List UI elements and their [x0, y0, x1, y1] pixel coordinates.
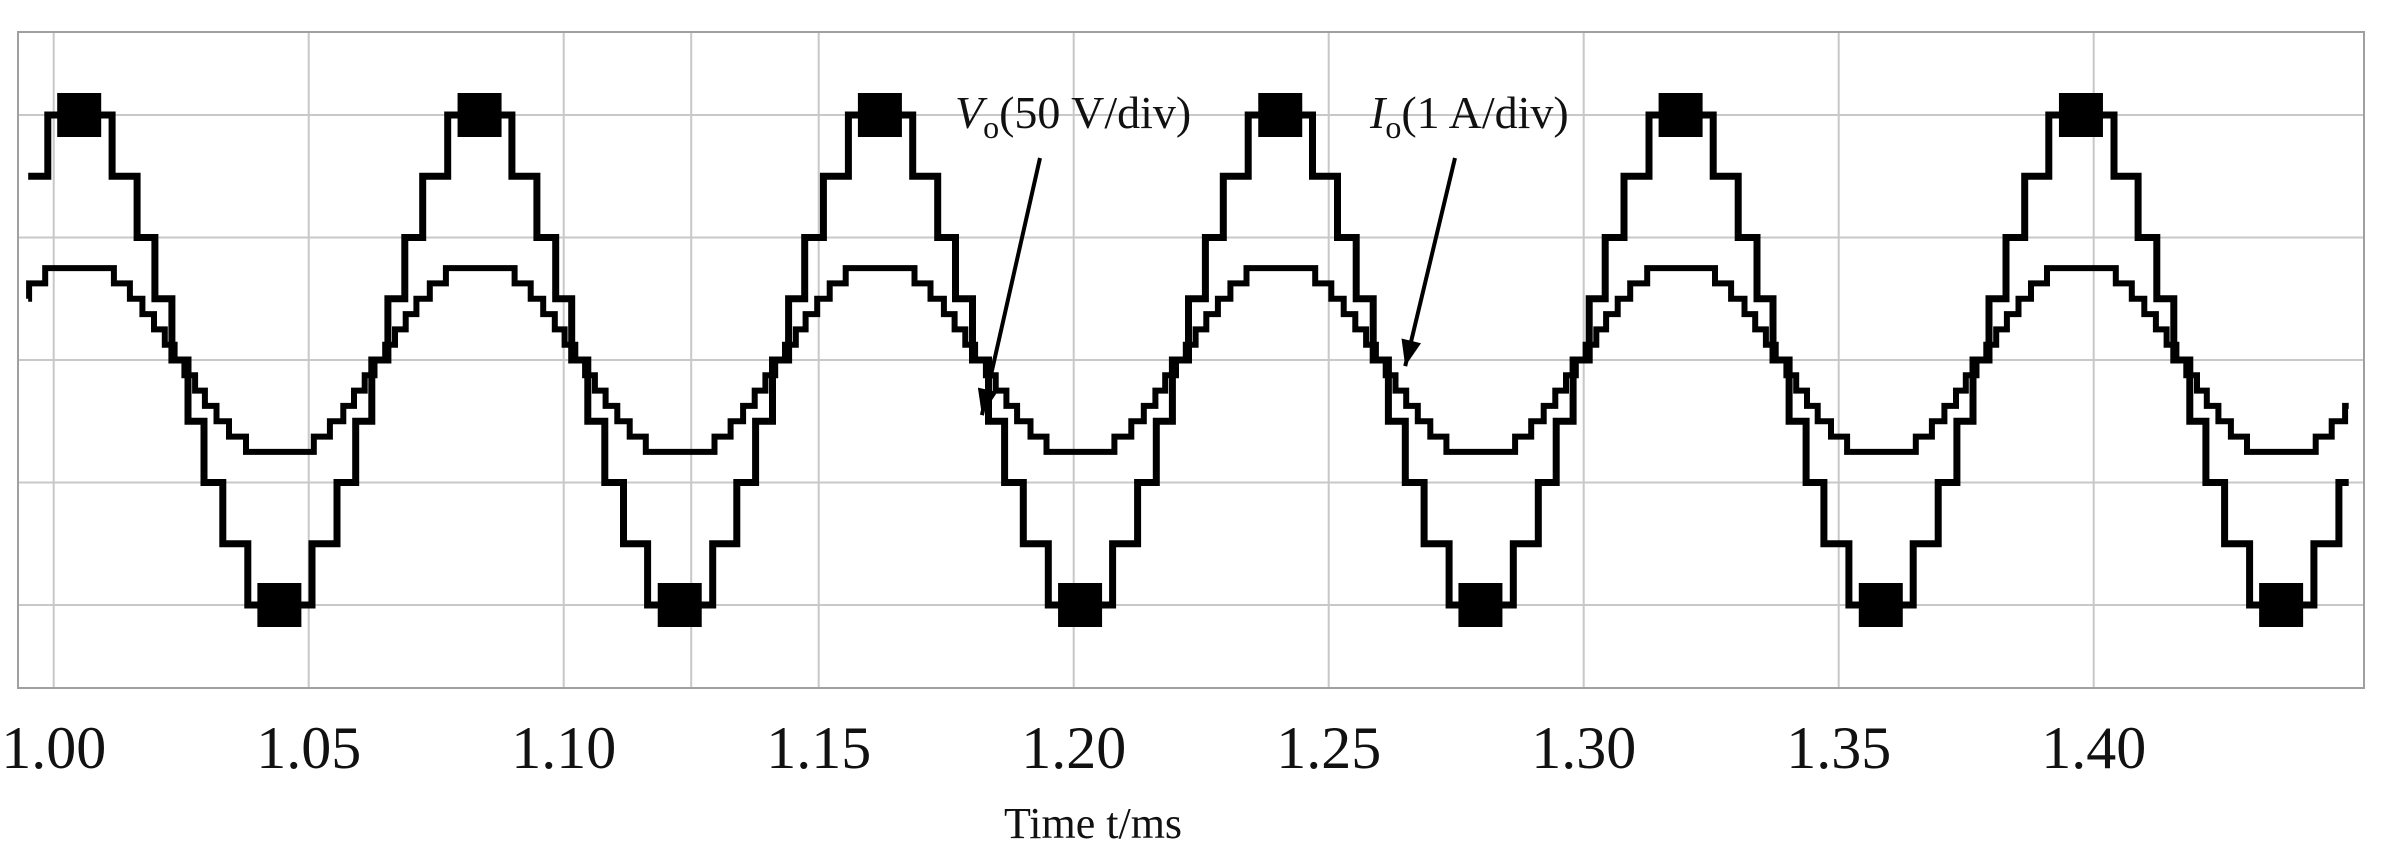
vo-peak-block	[57, 93, 102, 137]
vo-trough-block	[2259, 583, 2304, 627]
vo-trough-block	[257, 583, 302, 627]
series-group	[26, 93, 2349, 627]
annotation-arrowhead	[977, 387, 998, 416]
series-io-line	[26, 265, 2349, 455]
vo-peak-block	[857, 93, 902, 137]
x-tick-labels: 1.00 1.05 1.10 1.15 1.20 1.25 1.30 1.35 1.40	[1, 715, 2146, 781]
annotation-text: (1 A/div)	[1401, 87, 1568, 138]
vo-peak-block	[2058, 93, 2103, 137]
vo-peak-block	[1258, 93, 1303, 137]
x-tick-label: 1.35	[1786, 715, 1891, 781]
annotation-arrow	[1403, 157, 1457, 367]
x-tick-label: 1.00	[1, 715, 106, 781]
annotation-vo: Vo(50 V/div)	[955, 87, 1191, 145]
vo-peak-block	[1658, 93, 1703, 137]
x-tick-label: 1.20	[1021, 715, 1126, 781]
x-axis-label: Time t/ms	[1004, 799, 1182, 848]
vo-trough-block	[657, 583, 702, 627]
series-vo-line	[28, 111, 2349, 609]
vo-peak-block	[457, 93, 502, 137]
annotation-text: (50 V/div)	[999, 87, 1191, 138]
x-tick-label: 1.10	[511, 715, 616, 781]
x-tick-label: 1.05	[256, 715, 361, 781]
x-tick-label: 1.15	[766, 715, 871, 781]
x-tick-label: 1.25	[1276, 715, 1381, 781]
x-tick-label: 1.30	[1531, 715, 1636, 781]
annotations: Vo(50 V/div) Io(1 A/div)	[955, 87, 1569, 416]
annotation-io: Io(1 A/div)	[1369, 87, 1569, 145]
x-tick-label: 1.40	[2041, 715, 2146, 781]
vo-trough-block	[1858, 583, 1903, 627]
plot-frame	[17, 31, 2365, 689]
annotation-symbol: V	[955, 87, 988, 138]
vo-trough-block	[1058, 583, 1103, 627]
annotation-subscript: o	[1385, 109, 1401, 145]
annotation-symbol: I	[1369, 87, 1388, 138]
annotation-arrowhead	[1401, 338, 1421, 367]
annotation-subscript: o	[983, 109, 999, 145]
annotation-arrow	[979, 157, 1042, 416]
vo-trough-block	[1458, 583, 1503, 627]
